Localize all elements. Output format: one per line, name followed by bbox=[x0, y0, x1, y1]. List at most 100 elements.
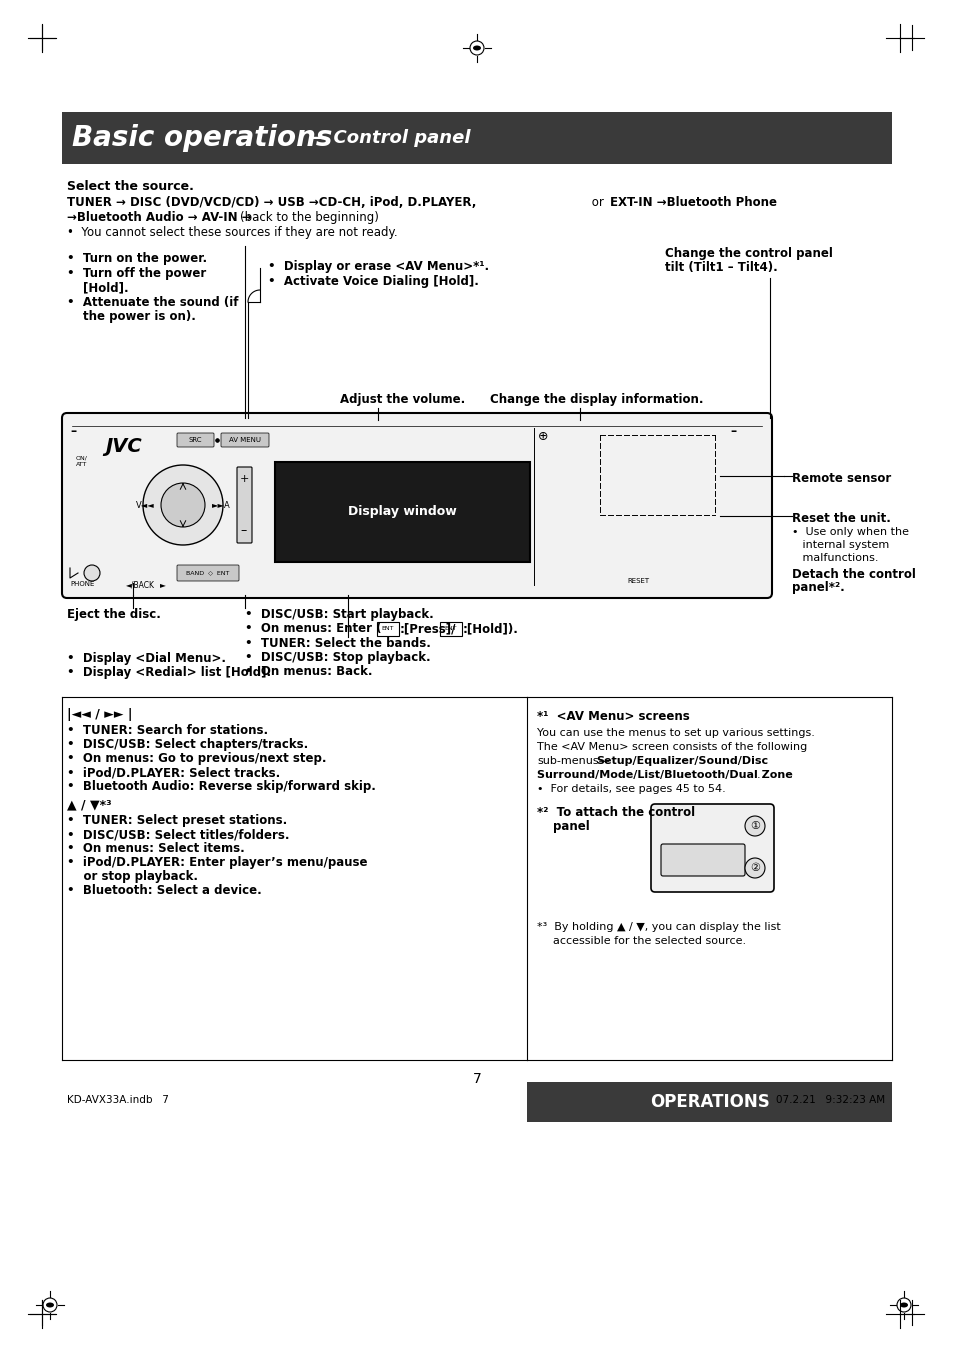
FancyBboxPatch shape bbox=[650, 804, 773, 892]
Text: RESET: RESET bbox=[626, 579, 648, 584]
Text: TUNER → DISC (DVD/VCD/CD) → USB →CD-CH, iPod, D.PLAYER,: TUNER → DISC (DVD/VCD/CD) → USB →CD-CH, … bbox=[67, 196, 476, 210]
FancyBboxPatch shape bbox=[274, 462, 530, 562]
Text: *³  By holding ▲ / ▼, you can display the list: *³ By holding ▲ / ▼, you can display the… bbox=[537, 922, 780, 932]
Circle shape bbox=[161, 483, 205, 527]
Text: •  For details, see pages 45 to 54.: • For details, see pages 45 to 54. bbox=[537, 784, 725, 794]
Text: JVC: JVC bbox=[105, 437, 141, 456]
Text: — Control panel: — Control panel bbox=[303, 128, 470, 147]
Text: the power is on).: the power is on). bbox=[83, 310, 195, 323]
FancyBboxPatch shape bbox=[526, 1082, 891, 1122]
Text: BAND  ◇  ENT: BAND ◇ ENT bbox=[186, 571, 230, 576]
Text: •  TUNER: Search for stations.: • TUNER: Search for stations. bbox=[67, 725, 268, 737]
Text: •  DISC/USB: Select chapters/tracks.: • DISC/USB: Select chapters/tracks. bbox=[67, 738, 308, 750]
Text: +: + bbox=[239, 475, 249, 484]
Text: ON/: ON/ bbox=[76, 456, 88, 461]
Text: malfunctions.: malfunctions. bbox=[791, 553, 878, 562]
Text: •  Bluetooth: Select a device.: • Bluetooth: Select a device. bbox=[67, 884, 261, 896]
Text: OPERATIONS: OPERATIONS bbox=[649, 1092, 769, 1111]
FancyBboxPatch shape bbox=[177, 433, 213, 448]
Ellipse shape bbox=[899, 1302, 907, 1307]
Text: Eject the disc.: Eject the disc. bbox=[67, 608, 161, 621]
Text: 7: 7 bbox=[472, 1072, 481, 1086]
Text: Basic operations: Basic operations bbox=[71, 124, 332, 151]
Text: •  Attenuate the sound (if: • Attenuate the sound (if bbox=[67, 296, 238, 310]
Text: Detach the control: Detach the control bbox=[791, 568, 915, 581]
Ellipse shape bbox=[473, 46, 480, 50]
Text: Surround/Mode/List/Bluetooth/Dual Zone: Surround/Mode/List/Bluetooth/Dual Zone bbox=[537, 771, 792, 780]
FancyBboxPatch shape bbox=[221, 433, 269, 448]
Text: *²  To attach the control: *² To attach the control bbox=[537, 806, 695, 819]
Text: .: . bbox=[757, 771, 760, 780]
Text: PHONE: PHONE bbox=[71, 581, 95, 587]
Text: •  Bluetooth Audio: Reverse skip/forward skip.: • Bluetooth Audio: Reverse skip/forward … bbox=[67, 780, 375, 794]
FancyBboxPatch shape bbox=[177, 565, 239, 581]
Text: :[Hold]).: :[Hold]). bbox=[462, 622, 518, 635]
Circle shape bbox=[143, 465, 223, 545]
Text: •  Display <Redial> list [Hold].: • Display <Redial> list [Hold]. bbox=[67, 667, 271, 679]
Text: sub-menus—: sub-menus— bbox=[537, 756, 609, 767]
Text: Change the control panel: Change the control panel bbox=[664, 247, 832, 260]
Text: •  On menus: Select items.: • On menus: Select items. bbox=[67, 842, 245, 854]
Text: The <AV Menu> screen consists of the following: The <AV Menu> screen consists of the fol… bbox=[537, 742, 806, 752]
FancyBboxPatch shape bbox=[62, 112, 891, 164]
Text: ⊕: ⊕ bbox=[537, 430, 548, 443]
Text: 07.2.21   9:32:23 AM: 07.2.21 9:32:23 AM bbox=[775, 1095, 884, 1105]
Text: •  DISC/USB: Stop playback.: • DISC/USB: Stop playback. bbox=[245, 652, 430, 664]
Text: ATT: ATT bbox=[76, 462, 88, 466]
Text: EXT-IN →Bluetooth Phone: EXT-IN →Bluetooth Phone bbox=[609, 196, 776, 210]
Text: •  Turn on the power.: • Turn on the power. bbox=[67, 251, 207, 265]
Text: KD-AVX33A.indb   7: KD-AVX33A.indb 7 bbox=[67, 1095, 169, 1105]
Text: •  On menus: Back.: • On menus: Back. bbox=[245, 665, 372, 677]
Text: →Bluetooth Audio → AV-IN →: →Bluetooth Audio → AV-IN → bbox=[67, 211, 252, 224]
Text: •  Display or erase <AV Menu>*¹.: • Display or erase <AV Menu>*¹. bbox=[268, 260, 489, 273]
Circle shape bbox=[744, 817, 764, 836]
Text: V◄◄: V◄◄ bbox=[135, 500, 154, 510]
FancyBboxPatch shape bbox=[236, 466, 252, 544]
Text: Change the display information.: Change the display information. bbox=[490, 393, 702, 406]
Text: •  Activate Voice Dialing [Hold].: • Activate Voice Dialing [Hold]. bbox=[268, 274, 478, 288]
Text: •  Display <Dial Menu>.: • Display <Dial Menu>. bbox=[67, 652, 226, 665]
Text: •  Use only when the: • Use only when the bbox=[791, 527, 908, 537]
Text: [Hold].: [Hold]. bbox=[83, 281, 129, 293]
Text: ►►A: ►►A bbox=[212, 500, 230, 510]
Text: ◄/BACK: ◄/BACK bbox=[126, 580, 154, 589]
Text: panel*².: panel*². bbox=[791, 581, 843, 594]
Text: ▲ / ▼*³: ▲ / ▼*³ bbox=[67, 798, 112, 811]
FancyBboxPatch shape bbox=[62, 412, 771, 598]
Text: –: – bbox=[70, 425, 76, 438]
Text: You can use the menus to set up various settings.: You can use the menus to set up various … bbox=[537, 727, 814, 738]
Text: •  On menus: Enter (: • On menus: Enter ( bbox=[245, 622, 381, 635]
Text: Select the source.: Select the source. bbox=[67, 180, 193, 193]
Text: ENT: ENT bbox=[381, 626, 394, 631]
Text: •  DISC/USB: Start playback.: • DISC/USB: Start playback. bbox=[245, 608, 434, 621]
Text: •  iPod/D.PLAYER: Select tracks.: • iPod/D.PLAYER: Select tracks. bbox=[67, 767, 280, 779]
Text: (back to the beginning): (back to the beginning) bbox=[240, 211, 378, 224]
Text: internal system: internal system bbox=[791, 539, 888, 550]
Text: •  On menus: Go to previous/next step.: • On menus: Go to previous/next step. bbox=[67, 752, 326, 765]
Text: *¹  <AV Menu> screens: *¹ <AV Menu> screens bbox=[537, 710, 689, 723]
Text: :[Press]/: :[Press]/ bbox=[399, 622, 456, 635]
Text: •  iPod/D.PLAYER: Enter player’s menu/pause: • iPod/D.PLAYER: Enter player’s menu/pau… bbox=[67, 856, 367, 869]
Text: panel: panel bbox=[553, 821, 589, 833]
Text: •  DISC/USB: Select titles/folders.: • DISC/USB: Select titles/folders. bbox=[67, 827, 289, 841]
FancyBboxPatch shape bbox=[660, 844, 744, 876]
Ellipse shape bbox=[46, 1302, 54, 1307]
Text: Reset the unit.: Reset the unit. bbox=[791, 512, 890, 525]
Text: ②: ② bbox=[749, 863, 760, 873]
Text: ①: ① bbox=[749, 821, 760, 831]
Text: Remote sensor: Remote sensor bbox=[791, 472, 890, 485]
Text: ENT: ENT bbox=[444, 626, 456, 631]
Text: •  TUNER: Select preset stations.: • TUNER: Select preset stations. bbox=[67, 814, 287, 827]
Text: or stop playback.: or stop playback. bbox=[67, 869, 198, 883]
Circle shape bbox=[744, 859, 764, 877]
Text: •  TUNER: Select the bands.: • TUNER: Select the bands. bbox=[245, 637, 431, 650]
Text: –: – bbox=[240, 525, 247, 537]
Text: SRC: SRC bbox=[188, 437, 201, 443]
Text: AV MENU: AV MENU bbox=[229, 437, 261, 443]
Text: –: – bbox=[729, 425, 736, 438]
Text: tilt (Tilt1 – Tilt4).: tilt (Tilt1 – Tilt4). bbox=[664, 261, 777, 274]
Text: |◄◄ / ►► |: |◄◄ / ►► | bbox=[67, 708, 132, 721]
Text: Adjust the volume.: Adjust the volume. bbox=[339, 393, 465, 406]
Text: ►: ► bbox=[160, 580, 166, 589]
Text: Setup/Equalizer/Sound/Disc: Setup/Equalizer/Sound/Disc bbox=[596, 756, 767, 767]
